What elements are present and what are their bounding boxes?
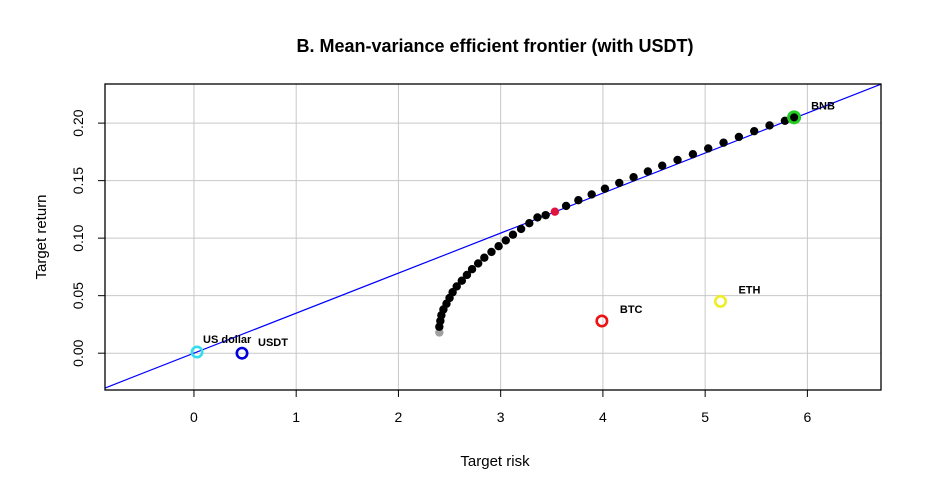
- frontier-point: [574, 195, 583, 205]
- frontier-point: [615, 178, 624, 188]
- frontier-point: [452, 282, 461, 291]
- y-tick-label: 0.15: [70, 167, 86, 194]
- frontier-point: [734, 132, 744, 142]
- x-tick-label: 2: [395, 409, 403, 425]
- asset-point-btc: [595, 314, 609, 328]
- y-axis: 0.00 0.05 0.10 0.15 0.20: [70, 109, 105, 367]
- frontier-point: [750, 126, 759, 136]
- frontier-point: [462, 270, 472, 280]
- frontier-point: [629, 172, 638, 182]
- x-tick-label: 1: [292, 409, 300, 425]
- frontier-point: [541, 210, 550, 220]
- frontier-point: [487, 247, 496, 257]
- frontier-point: [704, 144, 713, 153]
- asset-point-fill-bnb: [788, 111, 800, 123]
- plot-box: [104, 83, 882, 391]
- frontier-point: [525, 218, 534, 228]
- frontier-point: [457, 276, 467, 285]
- asset-label-bnb: BNB: [811, 100, 835, 112]
- frontier-point: [600, 184, 610, 193]
- tangency-line-group: [104, 83, 882, 389]
- frontier-point: [516, 224, 526, 234]
- min-variance-point: [435, 328, 444, 337]
- asset-point-usdt: [235, 346, 249, 360]
- frontier-point: [688, 149, 698, 159]
- frontier-point: [467, 265, 477, 274]
- asset-label-eth: ETH: [738, 284, 760, 296]
- x-tick-label: 5: [701, 409, 709, 425]
- y-tick-label: 0.20: [70, 109, 86, 136]
- x-tick-label: 6: [803, 409, 811, 425]
- y-tick-label: 0.05: [70, 282, 86, 309]
- frontier-point: [480, 253, 489, 262]
- frontier-point: [658, 161, 667, 170]
- chart-title: B. Mean-variance efficient frontier (wit…: [296, 36, 693, 56]
- frontier-point: [494, 242, 503, 251]
- x-tick-label: 3: [497, 409, 505, 425]
- asset-points: US dollar USDT BTC ETH BNB: [190, 100, 835, 360]
- frontier-point: [673, 155, 682, 165]
- asset-point-eth: [713, 294, 727, 308]
- asset-point-us-dollar: [190, 345, 204, 359]
- frontier-point: [765, 121, 774, 130]
- y-axis-label: Target return: [33, 194, 50, 279]
- x-tick-label: 0: [190, 409, 198, 425]
- tangency-line: [104, 83, 882, 389]
- x-axis: 0 1 2 3 4 5 6: [190, 390, 811, 425]
- y-tick-label: 0.10: [70, 224, 86, 251]
- asset-label-btc: BTC: [620, 304, 643, 316]
- frontier-points: [435, 116, 790, 337]
- frontier-point: [780, 116, 790, 126]
- grid-lines: [105, 84, 881, 390]
- frontier-point: [508, 230, 518, 239]
- x-axis-label: Target risk: [460, 453, 530, 470]
- frontier-point: [473, 259, 483, 268]
- x-tick-label: 4: [599, 409, 607, 425]
- asset-point-bnb: [787, 110, 802, 125]
- frontier-point: [501, 236, 510, 245]
- frontier-point: [587, 190, 596, 199]
- frontier-point: [643, 167, 653, 176]
- y-tick-label: 0.00: [70, 339, 86, 366]
- frontier-point: [533, 213, 542, 222]
- frontier-point: [561, 201, 571, 211]
- frontier-point: [719, 138, 728, 147]
- asset-label-us-dollar: US dollar: [203, 334, 252, 346]
- tangency-point: [550, 207, 560, 216]
- asset-label-usdt: USDT: [258, 337, 288, 349]
